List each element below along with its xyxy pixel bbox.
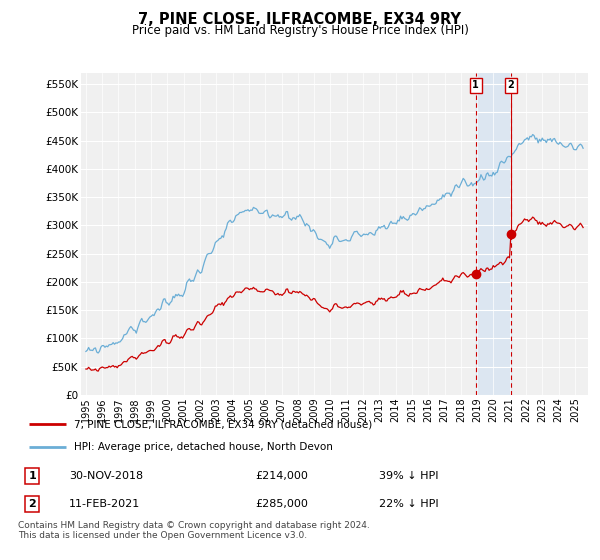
- Text: 2: 2: [28, 499, 36, 509]
- Text: 22% ↓ HPI: 22% ↓ HPI: [379, 499, 439, 509]
- Text: Contains HM Land Registry data © Crown copyright and database right 2024.
This d: Contains HM Land Registry data © Crown c…: [18, 521, 370, 540]
- Text: 7, PINE CLOSE, ILFRACOMBE, EX34 9RY: 7, PINE CLOSE, ILFRACOMBE, EX34 9RY: [139, 12, 461, 27]
- Bar: [476, 73, 511, 395]
- Text: 7, PINE CLOSE, ILFRACOMBE, EX34 9RY (detached house): 7, PINE CLOSE, ILFRACOMBE, EX34 9RY (det…: [74, 419, 373, 430]
- Text: £214,000: £214,000: [255, 471, 308, 481]
- Text: 39% ↓ HPI: 39% ↓ HPI: [379, 471, 439, 481]
- Text: HPI: Average price, detached house, North Devon: HPI: Average price, detached house, Nort…: [74, 442, 333, 452]
- Text: £285,000: £285,000: [255, 499, 308, 509]
- Text: 1: 1: [28, 471, 36, 481]
- Text: 30-NOV-2018: 30-NOV-2018: [69, 471, 143, 481]
- Text: 11-FEB-2021: 11-FEB-2021: [69, 499, 140, 509]
- Text: Price paid vs. HM Land Registry's House Price Index (HPI): Price paid vs. HM Land Registry's House …: [131, 24, 469, 36]
- Text: 1: 1: [472, 80, 479, 90]
- Text: 2: 2: [508, 80, 514, 90]
